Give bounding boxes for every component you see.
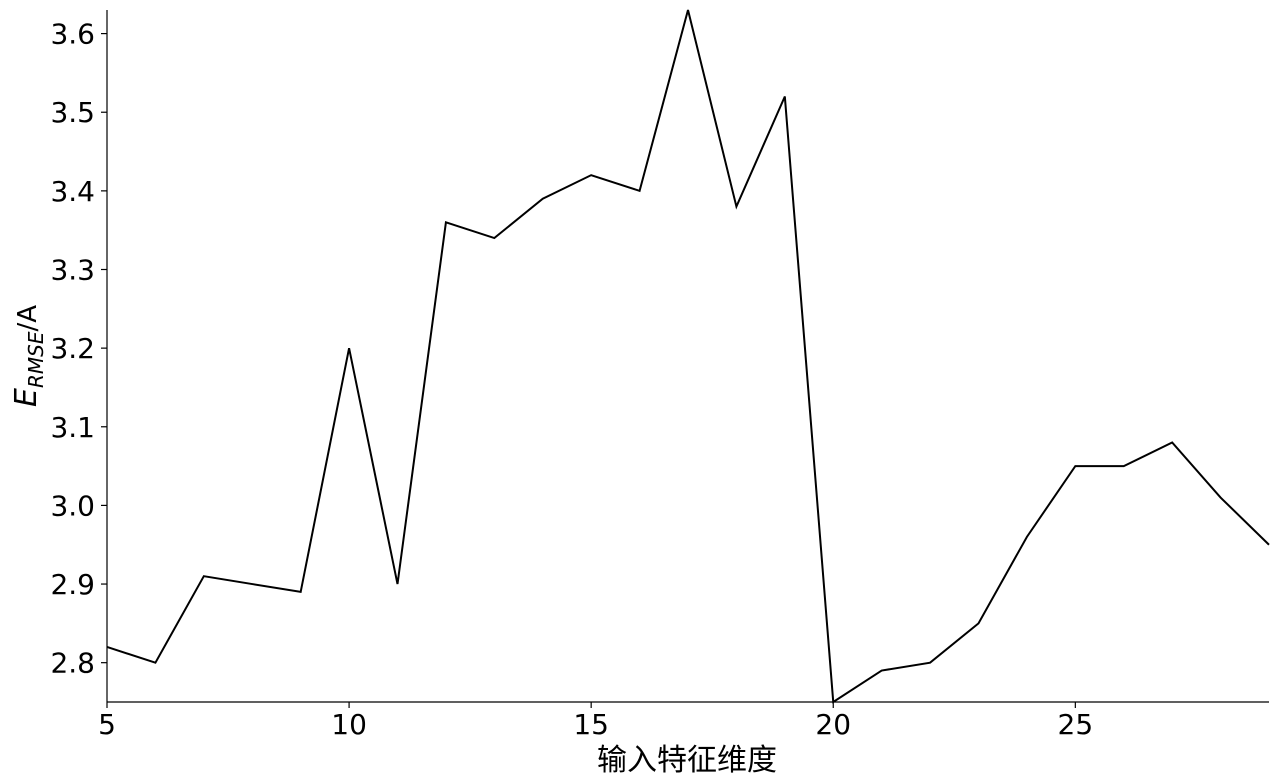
x-tick-label: 10	[331, 708, 367, 741]
series-line	[106, 9, 1270, 704]
x-tick-label: 5	[98, 708, 116, 741]
y-axis-title-main: E	[9, 388, 44, 407]
y-tick-label: 2.8	[50, 647, 95, 680]
y-tick-label: 3.6	[50, 18, 95, 51]
y-tick-label: 3.3	[50, 254, 95, 287]
y-tick-label: 3.4	[50, 175, 95, 208]
x-tick-label: 20	[815, 708, 851, 741]
x-axis-title: 输入特征维度	[597, 743, 777, 778]
y-tick-label: 2.9	[50, 568, 95, 601]
y-axis-title: ERMSE/A	[9, 305, 48, 407]
y-tick-label: 3.2	[50, 332, 95, 365]
y-tick-label: 3.1	[50, 411, 95, 444]
series-group	[106, 9, 1270, 704]
x-tick-label: 25	[1058, 708, 1094, 741]
y-axis: 2.8 2.9 3.0 3.1 3.2 3.3 3.4 3.5 3.6	[50, 10, 108, 702]
y-axis-title-suffix: /A	[13, 305, 43, 332]
x-axis: 5 10 15 20 25	[98, 701, 1269, 741]
x-tick-label: 15	[573, 708, 609, 741]
y-tick-label: 3.0	[50, 489, 95, 522]
y-axis-title-subscript: RMSE	[24, 331, 48, 388]
y-tick-label: 3.5	[50, 96, 95, 129]
